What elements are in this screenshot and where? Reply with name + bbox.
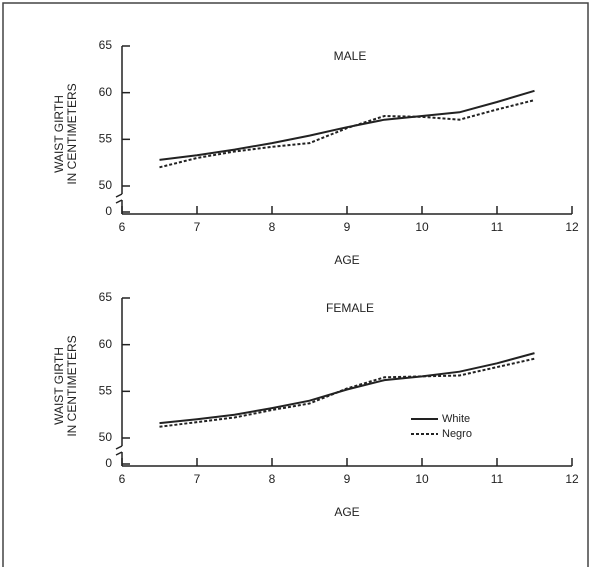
x-tick-label: 11 xyxy=(491,472,504,486)
y-axis-label: WAIST GIRTH xyxy=(52,95,66,173)
x-tick-label: 9 xyxy=(344,220,351,234)
y-tick-label: 55 xyxy=(99,384,113,398)
x-tick-label: 8 xyxy=(269,472,276,486)
y-tick-label: 60 xyxy=(99,85,113,99)
x-tick-label: 10 xyxy=(415,472,429,486)
axis-break xyxy=(115,193,123,204)
x-tick-label: 12 xyxy=(565,472,579,486)
y-tick-label: 50 xyxy=(99,430,113,444)
chart-title: MALE xyxy=(334,49,367,63)
legend-label: White xyxy=(442,413,470,425)
y-tick-label: 0 xyxy=(105,456,112,470)
x-tick-label: 6 xyxy=(119,220,126,234)
y-axis-label: IN CENTIMETERS xyxy=(65,335,79,436)
x-tick-label: 7 xyxy=(194,472,201,486)
series-line xyxy=(159,89,535,161)
axis-break xyxy=(115,445,123,456)
y-tick-label: 50 xyxy=(99,178,113,192)
x-tick-label: 11 xyxy=(491,220,504,234)
x-tick-label: 6 xyxy=(119,472,126,486)
legend-label: Negro xyxy=(442,428,472,440)
y-axis-label: WAIST GIRTH xyxy=(52,347,66,425)
y-tick-label: 65 xyxy=(99,38,113,52)
x-tick-label: 12 xyxy=(565,220,579,234)
x-tick-label: 10 xyxy=(415,220,429,234)
x-axis-label: AGE xyxy=(334,505,359,519)
y-tick-label: 60 xyxy=(99,337,113,351)
x-tick-label: 8 xyxy=(269,220,276,234)
y-tick-label: 0 xyxy=(105,204,112,218)
x-tick-label: 9 xyxy=(344,472,351,486)
x-axis-label: AGE xyxy=(334,253,359,267)
x-tick-label: 7 xyxy=(194,220,201,234)
chart-title: FEMALE xyxy=(326,301,374,315)
y-tick-label: 55 xyxy=(99,132,113,146)
series-line xyxy=(159,99,535,169)
y-tick-label: 65 xyxy=(99,290,113,304)
y-axis-label: IN CENTIMETERS xyxy=(65,83,79,184)
series-line xyxy=(159,357,535,428)
